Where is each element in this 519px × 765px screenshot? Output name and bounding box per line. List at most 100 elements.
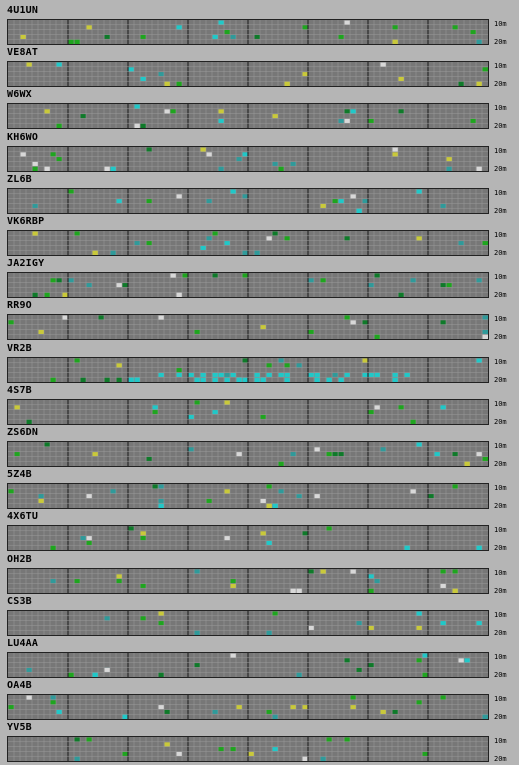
signal-spot: [242, 151, 248, 157]
signal-spot: [80, 536, 86, 541]
signal-spot: [458, 658, 464, 663]
signal-spot: [74, 757, 80, 762]
station-callsign: LU4AA: [7, 638, 39, 649]
signal-spot: [26, 667, 32, 673]
signal-spot: [344, 119, 350, 124]
signal-spot: [158, 372, 164, 377]
signal-spot: [8, 705, 14, 710]
signal-spot: [140, 34, 146, 40]
propagation-grid: [7, 356, 489, 383]
signal-spot: [224, 372, 230, 377]
signal-spot: [92, 672, 98, 677]
band-label-20m: 20m: [494, 291, 507, 300]
signal-spot: [290, 161, 296, 166]
signal-spot: [410, 419, 416, 424]
signal-spot: [476, 278, 482, 283]
signal-spot: [14, 452, 20, 457]
signal-spot: [206, 236, 212, 241]
signal-spot: [26, 695, 32, 700]
propagation-grid: [7, 567, 489, 594]
propagation-grid: [7, 19, 489, 45]
signal-spot: [158, 499, 164, 504]
station-row: VE8AT 10m 20m: [0, 45, 519, 88]
band-label-20m: 20m: [494, 249, 507, 257]
band-label-20m: 20m: [494, 417, 507, 426]
station-callsign: VR2B: [7, 342, 32, 354]
signal-spot: [200, 372, 206, 377]
signal-spot: [278, 489, 284, 494]
signal-spot: [416, 442, 422, 447]
signal-spot: [86, 536, 92, 541]
signal-spot: [260, 325, 266, 330]
signal-spot: [212, 409, 218, 415]
signal-spot: [26, 419, 32, 424]
signal-spot: [374, 578, 380, 583]
signal-spot: [368, 409, 374, 415]
signal-spot: [458, 241, 464, 246]
signal-spot: [452, 588, 458, 593]
signal-spot: [158, 503, 164, 509]
station-row: 4X6TU 10m 20m: [0, 509, 519, 553]
signal-spot: [482, 67, 488, 72]
band-label-20m: 20m: [494, 628, 507, 637]
signal-spot: [158, 72, 164, 77]
signal-spot: [392, 377, 398, 382]
signal-spot: [32, 203, 38, 208]
signal-spot: [440, 405, 446, 410]
signal-spot: [140, 616, 146, 621]
band-label-20m: 20m: [494, 586, 507, 595]
signal-spot: [422, 653, 428, 658]
signal-spot: [296, 494, 302, 499]
signal-spot: [44, 166, 50, 171]
signal-spot: [440, 583, 446, 588]
station-callsign: OH2B: [7, 553, 32, 565]
band-label-20m: 20m: [494, 544, 507, 553]
signal-spot: [272, 714, 278, 720]
signal-spot: [284, 236, 290, 241]
signal-spot: [476, 358, 482, 363]
station-callsign: KH6WO: [7, 131, 39, 143]
signal-spot: [20, 151, 26, 157]
signal-spot: [212, 34, 218, 40]
signal-spot: [236, 452, 242, 457]
signal-spot: [332, 198, 338, 204]
signal-spot: [302, 757, 308, 762]
signal-spot: [104, 377, 110, 382]
signal-spot: [350, 705, 356, 710]
signal-spot: [470, 119, 476, 124]
signal-spot: [80, 114, 86, 119]
signal-spot: [194, 330, 200, 335]
signal-spot: [212, 372, 218, 377]
signal-spot: [230, 372, 236, 377]
signal-spot: [158, 672, 164, 677]
signal-spot: [218, 109, 224, 114]
signal-spot: [110, 250, 116, 255]
signal-spot: [416, 700, 422, 705]
signal-spot: [398, 405, 404, 410]
propagation-grid: [7, 145, 489, 172]
signal-spot: [290, 588, 296, 593]
station-callsign: JA2IGY: [7, 258, 45, 270]
signal-spot: [452, 25, 458, 30]
station-callsign: OA4B: [7, 680, 32, 692]
signal-spot: [326, 526, 332, 532]
signal-spot: [296, 672, 302, 677]
signal-spot: [410, 489, 416, 494]
signal-spot: [140, 124, 146, 129]
signal-spot: [116, 578, 122, 583]
signal-spot: [236, 705, 242, 710]
signal-spot: [398, 109, 404, 114]
signal-spot: [26, 62, 32, 67]
signal-spot: [308, 278, 314, 283]
propagation-grid: [7, 272, 489, 299]
signal-spot: [56, 710, 62, 715]
signal-spot: [266, 236, 272, 241]
signal-spot: [50, 278, 56, 283]
signal-spot: [362, 320, 368, 325]
signal-spot: [206, 151, 212, 157]
band-label-10m: 10m: [494, 146, 507, 155]
signal-spot: [74, 358, 80, 363]
signal-spot: [482, 714, 488, 720]
propagation-grid: [7, 398, 489, 425]
station-callsign: 4U1UN: [7, 5, 39, 16]
